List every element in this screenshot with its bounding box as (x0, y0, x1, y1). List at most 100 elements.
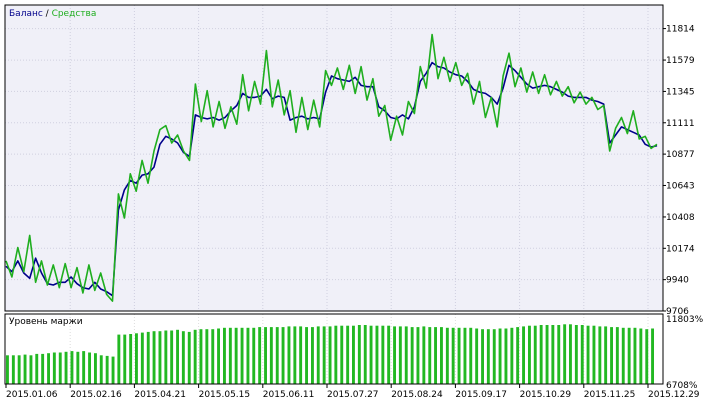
equity-series (5, 33, 658, 302)
margin-bar (592, 325, 596, 384)
margin-bar (510, 327, 514, 384)
main-plot-background (5, 5, 663, 311)
margin-bar (416, 327, 420, 384)
main-plot-border (4, 4, 664, 312)
margin-bar (11, 355, 15, 384)
margin-bar (82, 351, 86, 384)
margin-bar (422, 326, 426, 384)
margin-bar (41, 353, 45, 384)
margin-bottom-label: 6708% (666, 381, 698, 391)
margin-bar (340, 325, 344, 384)
margin-bar (35, 353, 39, 384)
margin-bar (23, 354, 27, 384)
margin-bar (498, 328, 502, 384)
x-tick-label: 2015.07.27 (327, 390, 379, 400)
margin-bar (451, 327, 455, 384)
margin-bar (610, 327, 613, 384)
margin-bar (445, 327, 449, 384)
main-y-tick-label: 10877 (666, 150, 695, 160)
margin-bar (252, 327, 256, 384)
margin-bar (193, 329, 197, 384)
margin-bar (88, 352, 91, 384)
margin-bar (170, 330, 174, 384)
x-tick-label: 2015.10.29 (520, 390, 572, 400)
margin-bar (633, 327, 637, 384)
margin-bar (621, 327, 625, 384)
margin-bar (58, 352, 62, 384)
margin-bar (346, 325, 350, 384)
margin-bar (557, 325, 561, 384)
margin-bar (381, 325, 385, 384)
margin-bar (463, 327, 467, 384)
main-y-axis-ticks: 11814 11579 11345 11111 10877 10643 10408 10174… (663, 25, 695, 317)
legend-balance-label: Баланс (9, 9, 43, 19)
margin-bar (264, 327, 267, 384)
margin-plot-border (4, 313, 664, 385)
margin-bar (211, 329, 215, 384)
margin-bar (410, 327, 414, 384)
margin-bar (316, 326, 320, 384)
margin-bar (240, 327, 244, 384)
margin-bar (504, 328, 508, 384)
main-y-tick-label: 11111 (666, 119, 695, 129)
margin-bar (293, 326, 297, 384)
margin-bar (551, 325, 555, 384)
margin-panel-title: Уровень маржи (9, 317, 83, 327)
margin-bar (645, 329, 649, 384)
margin-bar (234, 327, 238, 384)
margin-bar (281, 327, 285, 384)
margin-bar (76, 351, 80, 384)
x-tick-label: 2015.04.21 (134, 390, 186, 400)
margin-bar (199, 329, 203, 384)
margin-bar (152, 331, 156, 384)
margin-bar (627, 327, 631, 384)
x-tick-label: 2015.01.06 (6, 390, 58, 400)
main-y-tick-label: 11579 (666, 56, 695, 66)
margin-bar (287, 326, 291, 384)
margin-bar (29, 355, 33, 384)
margin-bar (181, 331, 185, 384)
main-y-tick-label: 10643 (666, 181, 695, 191)
margin-bar (481, 329, 484, 384)
margin-bar (311, 327, 314, 384)
margin-bar (305, 327, 308, 384)
margin-bar (375, 325, 379, 384)
main-y-tick-label: 11345 (666, 87, 695, 97)
margin-bar (428, 327, 432, 384)
margin-bar (217, 328, 220, 384)
margin-bar (328, 326, 332, 384)
margin-bar (352, 325, 355, 384)
margin-bar (563, 324, 567, 384)
x-tick-label: 2015.12.29 (648, 390, 700, 400)
margin-bar (6, 355, 9, 384)
margin-bar (604, 326, 608, 384)
margin-bar (363, 325, 367, 384)
main-y-tick-label: 10408 (666, 213, 695, 223)
margin-bar (528, 325, 531, 384)
margin-bar (574, 325, 578, 384)
margin-bar (47, 353, 50, 384)
legend-separator: / (43, 9, 52, 19)
margin-bar (269, 327, 273, 384)
margin-bar (639, 328, 643, 384)
legend-equity-label: Средства (52, 9, 97, 19)
x-tick-label: 2015.05.15 (199, 390, 251, 400)
margin-bar (205, 329, 209, 384)
margin-bar (369, 325, 373, 384)
margin-bar (164, 330, 168, 384)
margin-bar (70, 351, 74, 384)
margin-bar (129, 334, 133, 384)
x-tick-label: 2015.02.16 (70, 390, 122, 400)
margin-bar (322, 326, 326, 384)
margin-bar (275, 327, 279, 384)
margin-bar (434, 327, 437, 384)
margin-bar (158, 331, 162, 384)
margin-bar (545, 325, 549, 384)
margin-top-label: 11803% (666, 315, 704, 325)
margin-bar (246, 327, 250, 384)
margin-bar (569, 324, 572, 384)
main-y-tick-label: 11814 (666, 25, 695, 35)
margin-bar (146, 331, 150, 384)
margin-bar (516, 327, 520, 384)
